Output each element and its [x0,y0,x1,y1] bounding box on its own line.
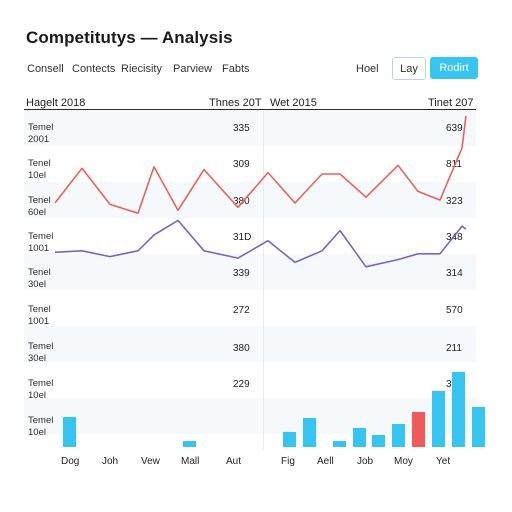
row-label-line1: Temel [28,341,54,352]
row-value-left: 380 [233,196,250,207]
row-label-line2: 10el [28,170,46,181]
page-title: Competitutys — Analysis [26,28,233,47]
header-divider [24,109,476,110]
tab-contects[interactable]: Contects [72,63,116,75]
bar [432,391,445,447]
x-axis-label: Aut [226,456,242,467]
row-label-line2: 10el [28,390,46,401]
row-value-left: 272 [233,305,250,316]
row-label: Temel 10el [28,378,53,402]
column-header-mid-right: Wet 2015 [270,97,317,109]
row-value-right: 348 [446,232,463,243]
table-row-bg [24,218,476,254]
table-row-bg [24,326,476,362]
bar-highlight [412,412,425,447]
x-axis-label: Vew [141,456,160,467]
table-row-bg [24,254,476,290]
bar [63,417,76,447]
x-axis-label: Joh [102,456,119,467]
row-label-line2: 1001 [28,316,50,327]
row-label-line2: 30el [28,353,46,364]
tab-consell[interactable]: Consell [27,63,64,75]
row-label-line2: 10el [28,427,46,438]
series-line-purple [54,219,467,268]
lay-button[interactable]: Lay [392,57,426,80]
row-label: Tenel 1001 [28,304,51,328]
tab-parview[interactable]: Parview [173,63,213,75]
row-label: Temel 10el [28,415,53,439]
row-value-right: 570 [446,305,463,316]
row-label-line1: Tenel [28,195,51,206]
x-axis-label: Mall [181,456,200,467]
row-label-line2: 30el [28,279,46,290]
bar [353,428,366,447]
hoel-button[interactable]: Hoel [356,63,379,75]
x-axis-label: Dog [61,456,80,467]
column-header-mid-left: Thnes 20T [209,97,262,109]
row-label-line2: 60el [28,207,46,218]
row-value-right: 211 [446,343,462,354]
row-label-line2: 1001 [28,243,50,254]
row-label: Tenel 60el [28,195,51,219]
redirect-button[interactable]: Rodirt [430,57,478,79]
row-label: Tenel 30el [28,267,51,291]
series-line-red [54,115,467,214]
row-label-line1: Temel [28,122,54,133]
bar [472,407,485,447]
bar [283,432,296,447]
bar [333,441,346,447]
column-header-left: Hagelt 2018 [26,97,86,109]
row-value-right: 811 [446,159,462,170]
table-row-bg [24,290,476,326]
row-label-line1: Temel [28,231,54,242]
row-label: Temel 2001 [28,122,53,146]
row-value-right: 639 [446,123,463,134]
row-value-right: 314 [446,268,463,279]
row-value-left: 339 [233,268,250,279]
bar [452,381,465,447]
table-row-bg [24,362,476,398]
bar [183,441,196,447]
x-axis-label: Moy [394,456,413,467]
table-row-bg [24,182,476,218]
tab-riecisity[interactable]: Riecisity [121,63,162,75]
x-axis-label: Aell [317,456,334,467]
row-label-line1: Temel [28,415,54,426]
row-label-line1: Tenel [28,267,51,278]
row-value-left: 229 [233,379,250,390]
x-axis-label: Yet [436,456,451,467]
row-label: Temel 1001 [28,231,53,255]
x-axis-label: Fig [281,456,295,467]
row-label-line1: Tenel [28,158,51,169]
row-value-left: 31D [233,232,252,243]
row-label-line1: Temel [28,378,54,389]
row-value-left: 309 [233,159,250,170]
bar [372,435,385,447]
bar [392,424,405,447]
x-axis-label: Job [357,456,374,467]
row-label-line2: 2001 [28,134,50,145]
tab-fabts[interactable]: Fabts [222,63,250,75]
table-row-bg [24,146,476,182]
column-separator [263,110,264,450]
row-label: Tenel 10el [28,158,51,182]
row-value-left: 335 [233,123,250,134]
bar [303,418,316,447]
row-value-right: 323 [446,196,463,207]
row-value-left: 380 [233,343,250,354]
row-label: Temel 30el [28,341,53,365]
column-header-right: Tinet 207 [428,97,474,109]
row-label-line1: Tenel [28,304,51,315]
table-row-bg [24,110,476,146]
